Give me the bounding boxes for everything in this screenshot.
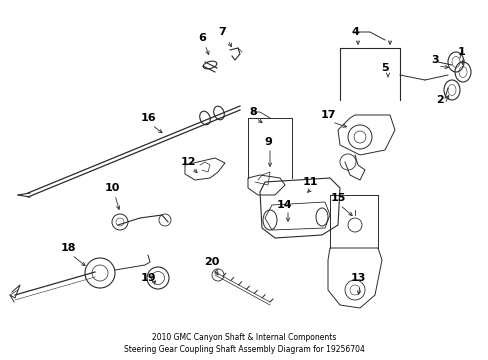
Text: 11: 11 — [302, 177, 317, 187]
Text: 1: 1 — [457, 47, 465, 57]
Text: 12: 12 — [180, 157, 195, 167]
Text: 14: 14 — [277, 200, 292, 210]
Text: 18: 18 — [60, 243, 76, 253]
Text: 3: 3 — [430, 55, 438, 65]
Text: 19: 19 — [140, 273, 156, 283]
Text: Steering Gear Coupling Shaft Assembly Diagram for 19256704: Steering Gear Coupling Shaft Assembly Di… — [124, 346, 364, 355]
Text: 5: 5 — [381, 63, 388, 73]
Text: 8: 8 — [248, 107, 256, 117]
Text: 10: 10 — [104, 183, 120, 193]
Text: 17: 17 — [320, 110, 335, 120]
Text: 4: 4 — [350, 27, 358, 37]
Text: 13: 13 — [349, 273, 365, 283]
Text: 7: 7 — [218, 27, 225, 37]
Text: 2010 GMC Canyon Shaft & Internal Components: 2010 GMC Canyon Shaft & Internal Compone… — [152, 333, 336, 342]
Text: 15: 15 — [329, 193, 345, 203]
Text: 2: 2 — [435, 95, 443, 105]
Text: 6: 6 — [198, 33, 205, 43]
Text: 9: 9 — [264, 137, 271, 147]
Text: 16: 16 — [140, 113, 156, 123]
Text: 20: 20 — [204, 257, 219, 267]
